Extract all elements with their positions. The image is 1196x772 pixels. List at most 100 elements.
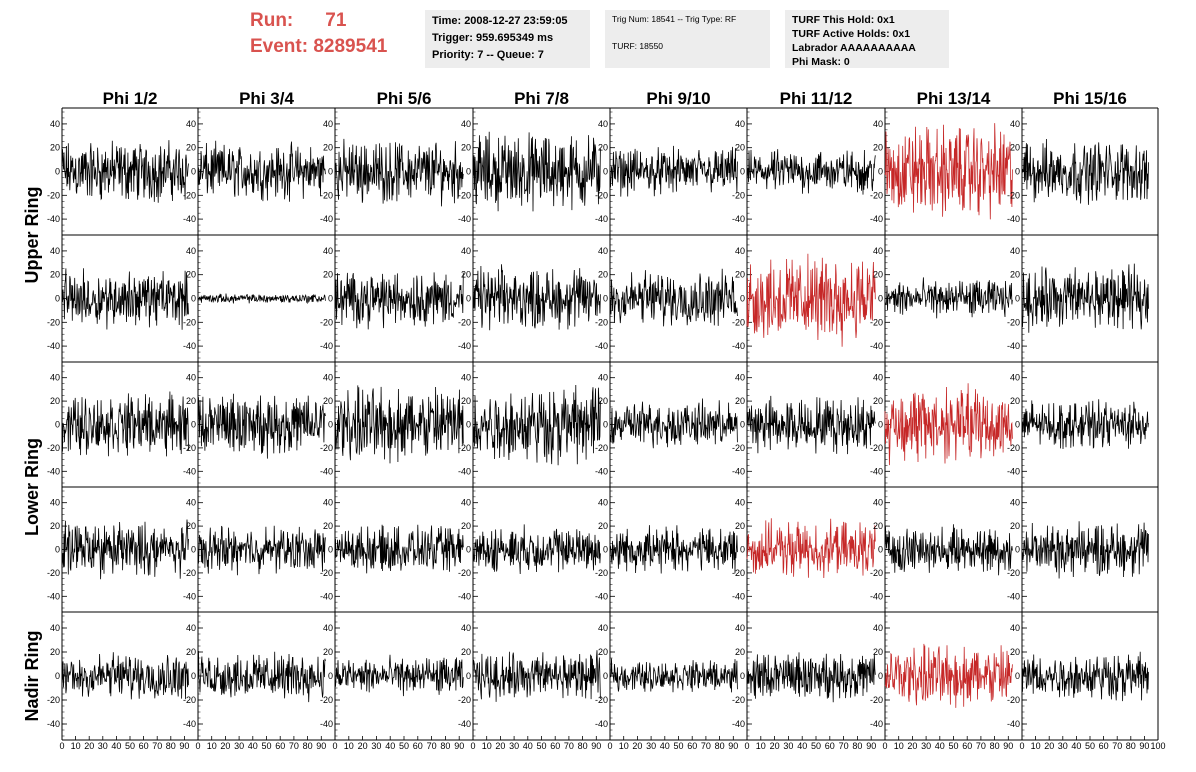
waveform-trace-r3-c7 bbox=[884, 383, 1013, 466]
y-tick-label: 0 bbox=[55, 545, 60, 555]
x-tick-label: 0 bbox=[59, 741, 64, 751]
y-tick-label: -40 bbox=[732, 466, 745, 476]
waveform-trace-r4-c2 bbox=[197, 525, 326, 576]
waveform-trace-r3-c5 bbox=[609, 398, 738, 449]
waveform-trace-r2-c3 bbox=[334, 272, 464, 330]
waveform-trace-r5-c7 bbox=[884, 643, 1013, 708]
y-tick-label: -20 bbox=[320, 190, 333, 200]
y-tick-label: 40 bbox=[461, 498, 471, 508]
waveform-trace-r5-c4 bbox=[472, 650, 601, 702]
y-tick-label: 20 bbox=[461, 647, 471, 657]
x-tick-label: 100 bbox=[1150, 741, 1165, 751]
waveform-trace-r4-c6 bbox=[746, 518, 876, 579]
y-tick-label: 0 bbox=[603, 294, 608, 304]
x-tick-label: 40 bbox=[1071, 741, 1081, 751]
y-tick-label: -40 bbox=[732, 341, 745, 351]
x-tick-label: 80 bbox=[303, 741, 313, 751]
y-tick-label: 0 bbox=[878, 294, 883, 304]
y-tick-label: -20 bbox=[47, 190, 60, 200]
x-tick-label: 70 bbox=[564, 741, 574, 751]
x-tick-label: 30 bbox=[509, 741, 519, 751]
row-label-3: Nadir Ring bbox=[22, 630, 42, 721]
y-tick-label: 20 bbox=[598, 270, 608, 280]
x-tick-label: 0 bbox=[195, 741, 200, 751]
time-info-box: Time: 2008-12-27 23:59:05 Trigger: 959.6… bbox=[425, 10, 590, 68]
y-tick-label: 40 bbox=[1010, 119, 1020, 129]
y-tick-label: -20 bbox=[595, 695, 608, 705]
waveform-trace-r2-c5 bbox=[609, 268, 738, 327]
waveform-trace-r2-c4 bbox=[472, 264, 601, 331]
y-tick-label: -20 bbox=[1007, 695, 1020, 705]
event-line: Event: 8289541 bbox=[250, 34, 420, 60]
y-tick-label: -40 bbox=[458, 214, 471, 224]
waveform-trace-r3-c1 bbox=[61, 391, 189, 457]
x-tick-label: 50 bbox=[536, 741, 546, 751]
x-tick-label: 20 bbox=[358, 741, 368, 751]
x-tick-label: 60 bbox=[275, 741, 285, 751]
run-value: 71 bbox=[325, 10, 347, 31]
x-tick-label: 40 bbox=[385, 741, 395, 751]
y-tick-label: -40 bbox=[870, 341, 883, 351]
y-tick-label: 20 bbox=[323, 521, 333, 531]
y-tick-label: -40 bbox=[458, 719, 471, 729]
trigger-text: Trigger: 959.695349 ms bbox=[432, 32, 554, 44]
y-tick-label: 40 bbox=[1010, 373, 1020, 383]
y-tick-label: 20 bbox=[50, 647, 60, 657]
x-tick-label: 70 bbox=[152, 741, 162, 751]
y-tick-label: 0 bbox=[191, 294, 196, 304]
y-tick-label: -40 bbox=[320, 591, 333, 601]
y-tick-label: -20 bbox=[47, 568, 60, 578]
y-tick-label: -40 bbox=[732, 214, 745, 224]
y-tick-label: 40 bbox=[1010, 623, 1020, 633]
x-tick-label: 80 bbox=[166, 741, 176, 751]
y-tick-label: -40 bbox=[183, 591, 196, 601]
y-tick-label: 20 bbox=[598, 647, 608, 657]
y-tick-label: -20 bbox=[732, 568, 745, 578]
y-tick-label: 20 bbox=[186, 521, 196, 531]
column-header-8: Phi 15/16 bbox=[1053, 89, 1127, 108]
y-tick-label: 40 bbox=[186, 246, 196, 256]
waveform-trace-r2-c6 bbox=[746, 253, 876, 347]
y-tick-label: 40 bbox=[598, 623, 608, 633]
y-tick-label: 20 bbox=[735, 270, 745, 280]
phi-mask-text: Phi Mask: 0 bbox=[792, 56, 850, 68]
y-tick-label: 0 bbox=[740, 294, 745, 304]
y-tick-label: -40 bbox=[595, 341, 608, 351]
y-tick-label: 0 bbox=[1015, 671, 1020, 681]
y-tick-label: -20 bbox=[183, 190, 196, 200]
y-tick-label: 20 bbox=[50, 143, 60, 153]
y-tick-label: -20 bbox=[595, 568, 608, 578]
waveform-trace-r1-c8 bbox=[1021, 138, 1149, 205]
y-tick-label: 40 bbox=[873, 246, 883, 256]
y-tick-label: 40 bbox=[323, 623, 333, 633]
y-tick-label: 40 bbox=[461, 119, 471, 129]
y-tick-label: 40 bbox=[873, 373, 883, 383]
waveform-trace-r1-c1 bbox=[61, 140, 189, 203]
y-tick-label: 20 bbox=[461, 270, 471, 280]
y-tick-label: -40 bbox=[1007, 591, 1020, 601]
waveform-trace-r5-c8 bbox=[1021, 651, 1149, 702]
y-tick-label: 40 bbox=[323, 246, 333, 256]
y-tick-label: 0 bbox=[466, 167, 471, 177]
y-tick-label: 0 bbox=[191, 167, 196, 177]
x-tick-label: 60 bbox=[687, 741, 697, 751]
x-tick-label: 40 bbox=[935, 741, 945, 751]
y-tick-label: 40 bbox=[735, 623, 745, 633]
y-tick-label: 40 bbox=[186, 623, 196, 633]
x-tick-label: 90 bbox=[316, 741, 326, 751]
x-tick-label: 30 bbox=[921, 741, 931, 751]
turf-info-box: TURF This Hold: 0x1 TURF Active Holds: 0… bbox=[785, 10, 949, 68]
waveform-trace-r2-c7 bbox=[884, 277, 1013, 319]
y-tick-label: 20 bbox=[735, 521, 745, 531]
x-tick-label: 50 bbox=[399, 741, 409, 751]
y-tick-label: 40 bbox=[323, 373, 333, 383]
y-tick-label: -20 bbox=[47, 317, 60, 327]
y-tick-label: 20 bbox=[735, 143, 745, 153]
y-tick-label: 20 bbox=[1010, 270, 1020, 280]
x-tick-label: 0 bbox=[607, 741, 612, 751]
y-tick-label: 0 bbox=[1015, 167, 1020, 177]
y-tick-label: -40 bbox=[1007, 466, 1020, 476]
y-tick-label: 20 bbox=[873, 270, 883, 280]
y-tick-label: 20 bbox=[323, 396, 333, 406]
